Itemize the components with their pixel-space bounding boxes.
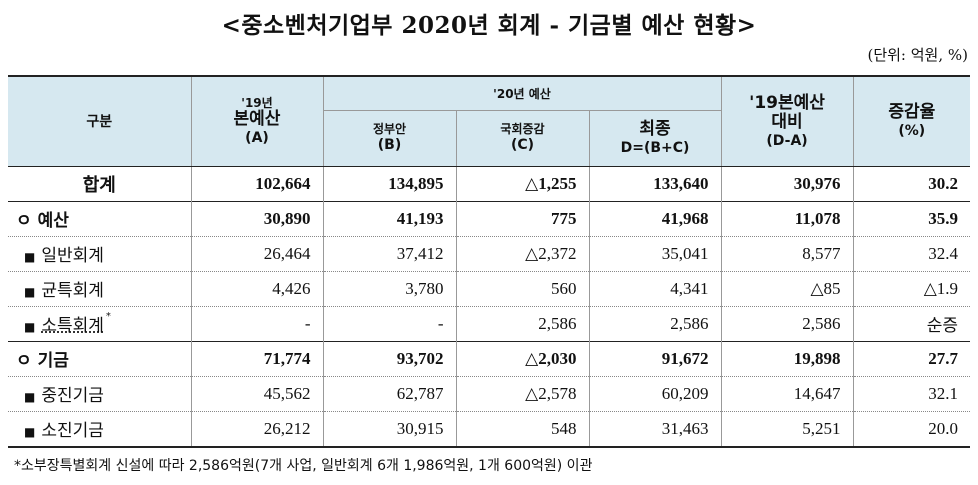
- cell-b: 37,412: [322, 236, 456, 272]
- row-label: ■ 일반회계: [8, 236, 191, 272]
- cell-a: 102,664: [190, 166, 323, 202]
- cell-d: 133,640: [588, 166, 722, 202]
- header-col-a: '19년 본예산 (A): [190, 75, 323, 167]
- cell-b: 62,787: [322, 376, 456, 412]
- bullet: ■: [24, 285, 36, 299]
- table-row-total: 합계 102,664 134,895 △1,255 133,640 30,976…: [8, 166, 971, 202]
- cell-a: 26,464: [190, 236, 323, 272]
- table-row-small-business-fund: ■ 소진기금 26,212 30,915 548 31,463 5,251 20.…: [8, 411, 971, 448]
- row-label: ■ 소특회계 *: [8, 306, 191, 342]
- header-col-d: 최종 D=(B+C): [588, 110, 722, 167]
- row-label: ㅇ 기금: [8, 340, 191, 377]
- bullet: ■: [24, 425, 36, 439]
- bullet: ■: [24, 390, 36, 404]
- cell-a: 30,890: [190, 200, 323, 237]
- table-row-sobujang-account: ■ 소특회계 * - - 2,586 2,586 2,586 순증: [8, 306, 971, 342]
- cell-f: 순증: [852, 306, 971, 342]
- cell-b: -: [322, 306, 456, 342]
- cell-b: 134,895: [322, 166, 456, 202]
- cell-f: 35.9: [852, 200, 971, 237]
- row-label: 합계: [8, 166, 191, 202]
- cell-a: 45,562: [190, 376, 323, 412]
- cell-e: 19,898: [720, 340, 854, 377]
- footnote-marker: *: [105, 311, 111, 322]
- cell-a: 26,212: [190, 411, 323, 448]
- cell-e: 30,976: [720, 166, 854, 202]
- footnote: *소부장특별회계 신설에 따라 2,586억원(7개 사업, 일반회계 6개 1…: [14, 458, 593, 474]
- cell-f: 27.7: [852, 340, 971, 377]
- cell-a: 71,774: [190, 340, 323, 377]
- header-category: 구분: [8, 75, 191, 167]
- header-col-c: 국회증감 (C): [455, 110, 589, 167]
- table-row-balanced-account: ■ 균특회계 4,426 3,780 560 4,341 △85 △1.9: [8, 271, 971, 307]
- cell-f: △1.9: [852, 271, 971, 307]
- row-label: ■ 소진기금: [8, 411, 191, 448]
- cell-d: 41,968: [588, 200, 722, 237]
- header-col-b: 정부안 (B): [322, 110, 456, 167]
- table-row-budget: ㅇ 예산 30,890 41,193 775 41,968 11,078 35.…: [8, 200, 971, 237]
- cell-e: 11,078: [720, 200, 854, 237]
- cell-d: 2,586: [588, 306, 722, 342]
- cell-b: 30,915: [322, 411, 456, 448]
- row-label: ■ 중진기금: [8, 376, 191, 412]
- cell-a: -: [190, 306, 323, 342]
- table-row-fund: ㅇ 기금 71,774 93,702 △2,030 91,672 19,898 …: [8, 340, 971, 377]
- header-col-f: 증감율 (%): [852, 75, 971, 167]
- cell-c: 548: [455, 411, 589, 448]
- budget-table: 구분 '19년 본예산 (A) '20년 예산 '19본예산 대비 (D-A) …: [8, 75, 971, 448]
- cell-e: 14,647: [720, 376, 854, 412]
- table-row-general-account: ■ 일반회계 26,464 37,412 △2,372 35,041 8,577 …: [8, 236, 971, 272]
- cell-f: 30.2: [852, 166, 971, 202]
- cell-d: 91,672: [588, 340, 722, 377]
- cell-b: 93,702: [322, 340, 456, 377]
- cell-e: 2,586: [720, 306, 854, 342]
- bullet: ㅇ: [16, 351, 32, 371]
- cell-e: △85: [720, 271, 854, 307]
- cell-b: 3,780: [322, 271, 456, 307]
- page-title: <중소벤처기업부 2020년 회계 - 기금별 예산 현황>: [221, 12, 757, 39]
- cell-c: 560: [455, 271, 589, 307]
- cell-c: △2,372: [455, 236, 589, 272]
- cell-f: 32.1: [852, 376, 971, 412]
- row-label: ㅇ 예산: [8, 200, 191, 237]
- cell-d: 31,463: [588, 411, 722, 448]
- cell-d: 35,041: [588, 236, 722, 272]
- unit-note: (단위: 억원, %): [867, 46, 968, 64]
- cell-e: 5,251: [720, 411, 854, 448]
- cell-a: 4,426: [190, 271, 323, 307]
- cell-c: 2,586: [455, 306, 589, 342]
- bullet: ㅇ: [16, 211, 32, 231]
- cell-d: 4,341: [588, 271, 722, 307]
- cell-f: 32.4: [852, 236, 971, 272]
- bullet: ■: [24, 250, 36, 264]
- cell-c: △2,030: [455, 340, 589, 377]
- cell-c: △1,255: [455, 166, 589, 202]
- cell-e: 8,577: [720, 236, 854, 272]
- cell-c: 775: [455, 200, 589, 237]
- row-label: ■ 균특회계: [8, 271, 191, 307]
- header-group-2020: '20년 예산: [322, 75, 722, 111]
- header-col-e: '19본예산 대비 (D-A): [720, 75, 854, 167]
- cell-d: 60,209: [588, 376, 722, 412]
- cell-b: 41,193: [322, 200, 456, 237]
- cell-c: △2,578: [455, 376, 589, 412]
- table-row-sme-fund: ■ 중진기금 45,562 62,787 △2,578 60,209 14,647…: [8, 376, 971, 412]
- bullet: ■: [24, 320, 36, 334]
- cell-f: 20.0: [852, 411, 971, 448]
